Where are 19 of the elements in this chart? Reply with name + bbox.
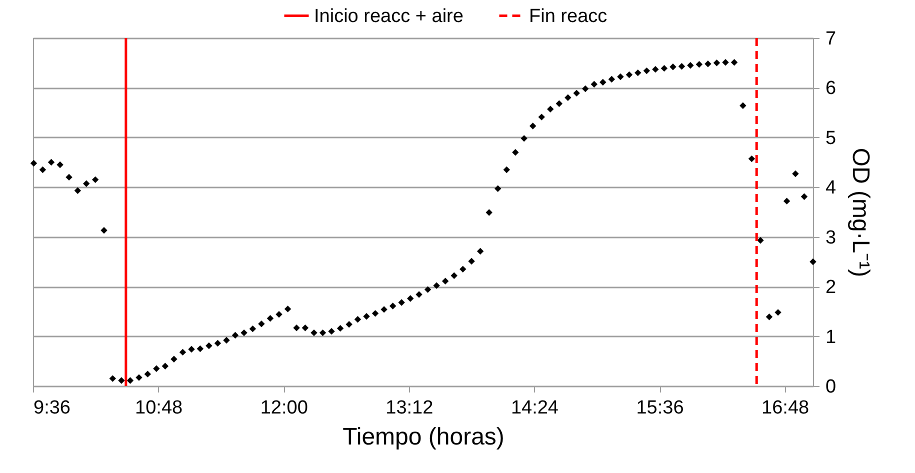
x-tick-label: 14:24 (510, 398, 559, 418)
y-tick-label: 6 (826, 78, 836, 100)
y-tick-label: 7 (826, 28, 836, 50)
y-tick-label: 4 (826, 178, 836, 199)
y-tick-label: 2 (826, 277, 836, 298)
x-tick-label: 15:36 (636, 398, 684, 418)
legend-label: Inicio reacc + aire (314, 6, 464, 27)
y-tick-label: 0 (826, 376, 836, 398)
x-tick-label: 10:48 (135, 398, 183, 418)
y-tick-label: 5 (826, 128, 836, 149)
x-axis-title: Tiempo (horas) (342, 424, 504, 450)
legend-label: Fin reacc (529, 6, 608, 27)
y-axis-title: OD (mg·L⁻¹) (847, 148, 874, 278)
y-tick-label: 3 (826, 227, 836, 248)
y-tick-label: 1 (826, 326, 836, 348)
x-tick-label: 16:48 (762, 398, 810, 418)
x-tick-label: 12:00 (260, 398, 308, 418)
x-tick-label: 9:36 (34, 398, 70, 418)
x-tick-label: 13:12 (386, 398, 434, 418)
